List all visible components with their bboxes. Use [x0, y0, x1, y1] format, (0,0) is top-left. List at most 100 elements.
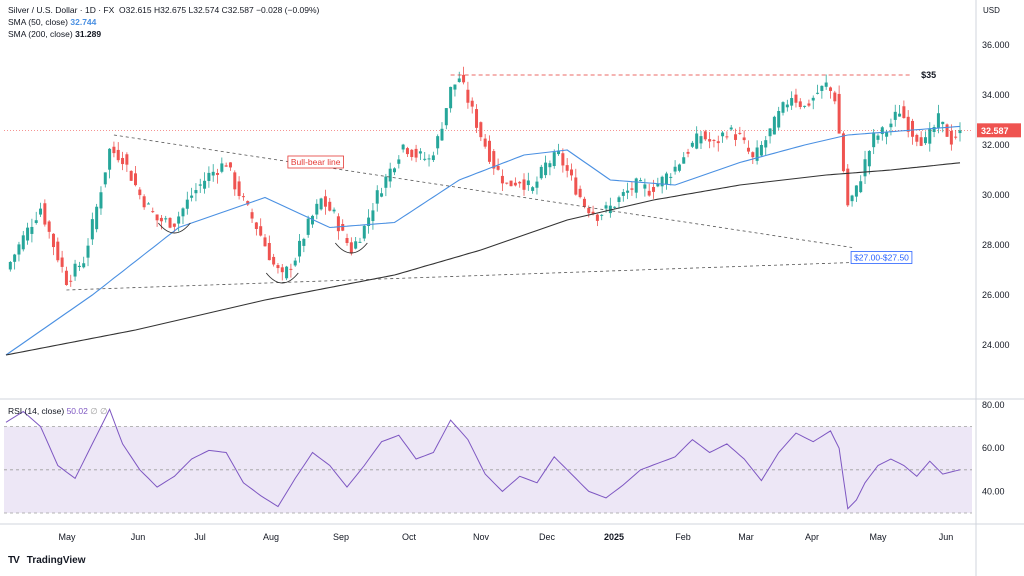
candle-body: [51, 233, 55, 248]
candle-body: [837, 93, 841, 134]
time-tick-label: Mar: [738, 532, 754, 542]
candle-body: [734, 134, 738, 140]
candle-body: [582, 198, 586, 207]
candle-body: [673, 166, 677, 172]
candle-body: [522, 179, 526, 190]
candle-body: [414, 148, 418, 158]
candle-body: [34, 220, 38, 223]
candle-body: [362, 225, 366, 239]
time-tick-label: Feb: [675, 532, 691, 542]
price-tick-label: 36.000: [982, 40, 1010, 50]
candle-body: [172, 223, 176, 227]
candle-body: [39, 208, 43, 215]
candle-body: [613, 206, 617, 208]
candle-body: [341, 224, 345, 231]
candle-body: [608, 205, 612, 214]
candle-body: [794, 94, 798, 103]
candle-body: [457, 78, 461, 82]
candle-body: [190, 195, 194, 198]
candle-body: [203, 180, 207, 189]
sma50-label: SMA (50, close): [8, 17, 68, 27]
rsi-value: 50.02: [67, 406, 91, 416]
candle-body: [388, 168, 392, 182]
candle-body: [626, 190, 630, 193]
candle-body: [77, 265, 81, 268]
time-tick-label: Dec: [539, 532, 556, 542]
candle-body: [639, 180, 643, 182]
time-tick-label: Jun: [131, 532, 146, 542]
cup-arc: [158, 222, 191, 234]
time-tick-label: Aug: [263, 532, 279, 542]
candle-body: [569, 169, 573, 176]
candle-body: [660, 176, 664, 187]
candle-body: [854, 185, 858, 197]
candle-body: [600, 214, 604, 216]
rsi-title: RSI (14, close): [8, 406, 67, 416]
candle-body: [777, 110, 781, 128]
candle-body: [367, 217, 371, 227]
candle-body: [479, 122, 483, 138]
candle-body: [557, 150, 561, 155]
candle-body: [859, 181, 863, 193]
candle-body: [911, 120, 915, 137]
candle-body: [746, 147, 750, 152]
candle-body: [867, 150, 871, 167]
candle-body: [168, 217, 172, 228]
sma200-label: SMA (200, close): [8, 29, 73, 39]
rsi-extra: ∅ ∅: [90, 406, 108, 416]
time-tick-label: May: [869, 532, 887, 542]
candle-body: [384, 176, 388, 188]
candle-body: [410, 149, 414, 157]
candle-body: [440, 128, 444, 141]
candle-body: [207, 172, 211, 181]
candle-body: [86, 245, 90, 258]
candle-body: [69, 280, 73, 282]
cup-arc: [265, 272, 299, 284]
candle-body: [919, 137, 923, 146]
candle-body: [483, 138, 487, 147]
candle-body: [241, 196, 245, 198]
candle-body: [56, 241, 60, 261]
candle-body: [958, 130, 962, 134]
candle-body: [841, 133, 845, 172]
candle-body: [548, 163, 552, 168]
candle-body: [863, 159, 867, 177]
candle-body: [725, 136, 729, 138]
candle-body: [526, 180, 530, 186]
candle-body: [932, 126, 936, 132]
candle-body: [17, 244, 21, 255]
candle-body: [906, 116, 910, 132]
candle-body: [936, 113, 940, 129]
candle-body: [738, 132, 742, 134]
candle-body: [928, 128, 932, 144]
price-tick-label: 26.000: [982, 290, 1010, 300]
candle-body: [807, 103, 811, 106]
candle-body: [954, 136, 958, 138]
candle-body: [500, 175, 504, 184]
candle-body: [112, 146, 116, 154]
candle-body: [889, 123, 893, 128]
candle-body: [121, 158, 125, 165]
candle-body: [539, 166, 543, 179]
candle-body: [699, 136, 703, 144]
candle-body: [194, 190, 198, 194]
rsi-tick-label: 40.00: [982, 486, 1005, 496]
candle-body: [949, 130, 953, 145]
candle-body: [155, 214, 159, 221]
candle-body: [669, 176, 673, 178]
candle-body: [764, 140, 768, 148]
candle-body: [220, 163, 224, 172]
candle-body: [263, 237, 267, 247]
tradingview-logo[interactable]: TV TradingView: [8, 555, 86, 566]
candle-body: [811, 97, 815, 101]
candle-body: [552, 152, 556, 167]
rsi-tick-label: 80.00: [982, 400, 1005, 410]
support-zone-label: $27.00-$27.50: [854, 253, 909, 263]
candle-body: [431, 155, 435, 161]
candle-body: [103, 172, 107, 185]
candle-body: [285, 266, 289, 279]
time-tick-label: 2025: [604, 532, 624, 542]
candle-body: [656, 183, 660, 187]
candle-body: [475, 109, 479, 128]
